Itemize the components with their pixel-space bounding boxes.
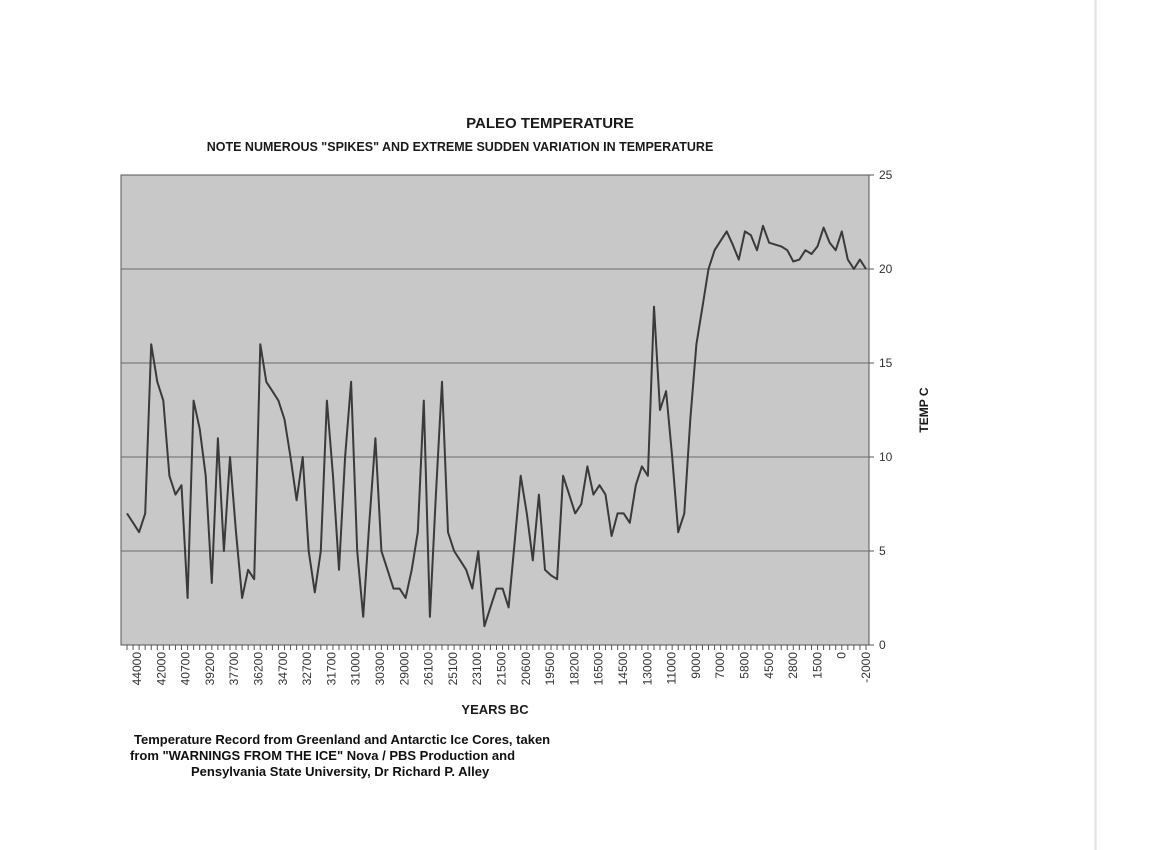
series-layer	[126, 224, 867, 628]
x-tick-label: 20600	[519, 652, 533, 686]
x-tick-label: 7000	[713, 652, 727, 679]
plot-area	[120, 174, 870, 646]
x-tick-label: 5800	[738, 652, 752, 679]
x-tick-label: 23100	[470, 652, 484, 686]
x-tick-label: 25100	[446, 652, 460, 686]
x-tick-label: -2000	[859, 652, 873, 683]
source-caption: Temperature Record from Greenland and An…	[110, 732, 590, 780]
y-tick-label: 25	[879, 168, 893, 182]
x-tick-label: 31700	[324, 652, 338, 686]
x-tick-label: 4500	[762, 652, 776, 679]
x-tick-label: 0	[835, 652, 849, 659]
scan-edge-shadow	[1094, 0, 1097, 850]
x-tick-label: 29000	[397, 652, 411, 686]
y-tick-label: 5	[879, 544, 886, 558]
x-tick-label: 13000	[640, 652, 654, 686]
x-tick-label: 21500	[495, 652, 509, 686]
y-axis-ticks: 0 5 10 15 20 25	[869, 168, 893, 652]
x-tick-label: 9000	[689, 652, 703, 679]
chart-subtitle: NOTE NUMEROUS "SPIKES" AND EXTREME SUDDE…	[207, 140, 714, 154]
x-tick-label: 11000	[665, 652, 679, 685]
x-tick-label: 30300	[373, 652, 387, 686]
x-tick-label: 18200	[567, 652, 581, 686]
x-tick-label: 39200	[203, 652, 217, 686]
x-tick-label: 2800	[786, 652, 800, 679]
x-tick-label: 14500	[616, 652, 630, 686]
x-tick-label: 34700	[276, 652, 290, 686]
caption-line-3: Pensylvania State University, Dr Richard…	[191, 764, 490, 779]
y-tick-label: 0	[879, 638, 886, 652]
x-tick-label: 26100	[422, 652, 436, 686]
temperature-series-line	[126, 224, 867, 628]
x-tick-label: 31000	[349, 652, 363, 686]
x-tick-label: 16500	[592, 652, 606, 686]
caption-line-1: Temperature Record from Greenland and An…	[134, 732, 551, 747]
y-tick-label: 15	[879, 356, 893, 370]
x-tick-label: 42000	[154, 652, 168, 686]
y-tick-label: 10	[879, 450, 893, 464]
grid-lines	[121, 268, 869, 552]
x-tick-label: 1500	[810, 652, 824, 679]
x-tick-label: 44000	[130, 652, 144, 686]
chart-title: PALEO TEMPERATURE	[466, 115, 634, 132]
x-tick-label: 32700	[300, 652, 314, 686]
x-tick-label: 37700	[227, 652, 241, 686]
x-tick-label: 36200	[252, 652, 266, 686]
x-axis-label: YEARS BC	[461, 702, 529, 717]
x-axis-ticks: 44000 42000 40700 39200 37700 36200 34700 32700…	[126, 645, 873, 686]
y-axis-label: TEMP C	[917, 387, 931, 432]
x-tick-label: 40700	[179, 652, 193, 686]
y-tick-label: 20	[879, 262, 893, 276]
caption-line-2: from "WARNINGS FROM THE ICE" Nova / PBS …	[130, 748, 516, 763]
x-tick-label: 19500	[543, 652, 557, 686]
